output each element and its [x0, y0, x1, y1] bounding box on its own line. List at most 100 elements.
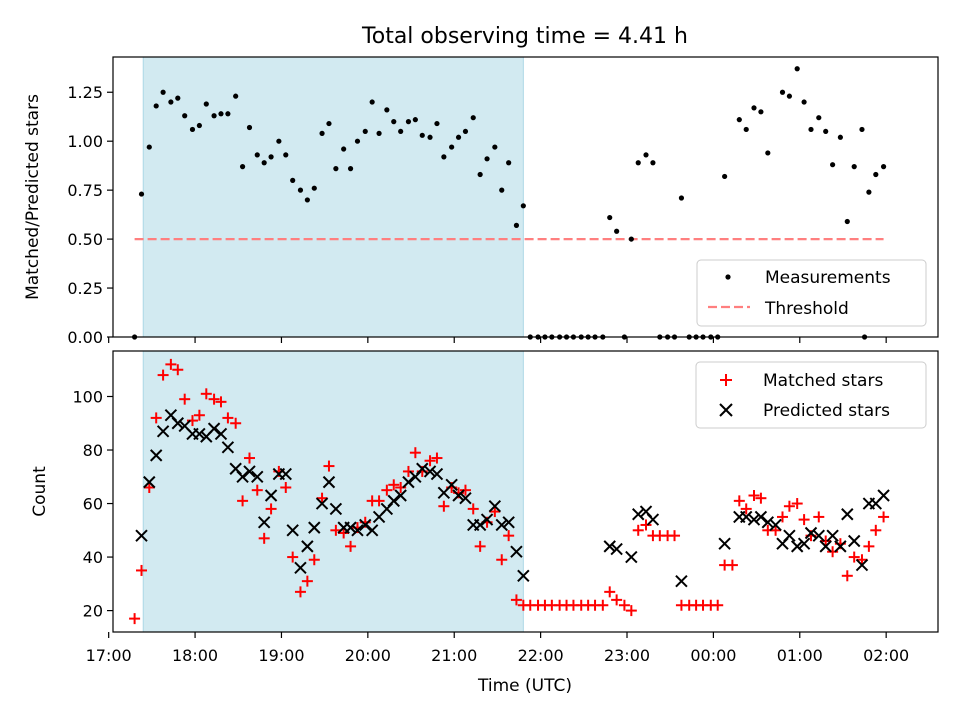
measurement-point	[499, 187, 505, 193]
measurement-point	[492, 144, 498, 150]
ratio-legend: Measurements Threshold	[696, 259, 927, 327]
measurement-point	[182, 113, 188, 119]
measurement-point	[254, 152, 260, 158]
measurement-point	[419, 132, 425, 138]
predicted-stars-point	[416, 462, 429, 475]
measurement-point	[196, 122, 202, 129]
measurement-point	[283, 152, 289, 158]
ratio-ytick-label: 0.50	[67, 230, 103, 249]
count-y-axis-label: Count	[30, 466, 50, 517]
measurement-point	[138, 191, 145, 197]
predicted-stars-point	[329, 502, 343, 516]
predicted-stars-point	[143, 475, 156, 489]
matched-stars-point	[258, 532, 270, 544]
matched-stars-point	[373, 495, 385, 507]
measurement-point	[412, 117, 418, 123]
predicted-stars-point	[790, 540, 804, 553]
measurement-point	[160, 89, 166, 95]
predicted-stars-point	[819, 540, 832, 553]
predicted-stars-point	[445, 478, 458, 492]
matched-stars-point	[280, 481, 292, 493]
matched-stars-point	[467, 503, 479, 515]
matched-stars-point	[669, 530, 681, 542]
predicted-stars-point	[855, 558, 869, 572]
measurement-point	[830, 162, 836, 168]
measurement-point	[218, 111, 224, 117]
matched-stars-point	[251, 484, 263, 496]
predicted-stars-point	[221, 441, 235, 454]
predicted-stars-point	[783, 529, 796, 542]
measurement-point	[851, 164, 857, 170]
matched-stars-point	[841, 570, 853, 582]
measurement-point	[341, 146, 347, 152]
matched-stars-point	[510, 594, 522, 606]
predicted-stars-point	[718, 537, 731, 550]
predicted-stars-point	[149, 449, 163, 462]
predicted-stars-point	[430, 467, 444, 481]
xtick-label: 19:00	[258, 646, 304, 665]
measurement-point	[779, 89, 786, 95]
matched-stars-point	[230, 417, 242, 429]
predicted-stars-point	[625, 550, 638, 564]
matched-stars-point	[640, 519, 652, 531]
predicted-stars-point	[214, 427, 228, 441]
legend-threshold-label: Threshold	[764, 299, 849, 319]
measurement-point	[304, 197, 310, 203]
matched-stars-point	[878, 511, 890, 523]
matched-stars-point	[165, 358, 177, 370]
measurement-point	[246, 124, 253, 131]
measurement-point	[449, 144, 455, 150]
matched-stars-point	[777, 511, 789, 523]
ratio-ytick-label: 1.00	[67, 132, 103, 151]
measurement-point	[376, 130, 382, 136]
matched-stars-point	[770, 524, 782, 536]
x-axis-label: Time (UTC)	[477, 676, 572, 696]
measurement-point	[736, 117, 742, 123]
matched-stars-point	[179, 393, 191, 405]
predicted-stars-point	[315, 497, 329, 510]
predicted-stars-point	[286, 524, 299, 537]
measurement-point	[362, 128, 368, 135]
matched-stars-point	[611, 594, 623, 606]
matched-stars-point	[424, 455, 436, 467]
predicted-stars-point	[675, 574, 688, 588]
matched-stars-point	[618, 599, 630, 611]
matched-stars-point	[143, 481, 155, 493]
measurement-point	[520, 203, 526, 209]
matched-stars-point	[791, 498, 803, 510]
chart-title: Total observing time = 4.41 h	[361, 24, 688, 49]
matched-stars-point	[388, 479, 400, 491]
predicted-stars-point	[517, 569, 530, 583]
matched-stars-point	[496, 554, 508, 566]
predicted-stars-point	[135, 529, 148, 542]
ratio-y-axis-label: Matched/Predicted stars	[23, 94, 43, 300]
measurement-point	[462, 128, 469, 135]
matched-stars-point	[503, 530, 515, 542]
matched-stars-point	[136, 564, 148, 576]
predicted-stars-point	[877, 489, 890, 502]
matched-stars-point	[474, 540, 486, 552]
legend-measurements-marker	[725, 274, 731, 280]
measurement-point	[455, 134, 462, 140]
predicted-stars-point	[359, 518, 372, 532]
measurement-point	[628, 236, 634, 242]
measurement-point	[326, 120, 332, 127]
measurement-point	[319, 130, 325, 136]
matched-stars-point	[740, 503, 752, 515]
matched-stars-point	[409, 447, 421, 459]
measurement-point	[873, 171, 879, 178]
predicted-stars-point	[394, 489, 407, 502]
measurement-point	[643, 152, 649, 158]
count-panel-frame	[112, 350, 939, 633]
predicted-stars-point	[279, 467, 292, 481]
matched-stars-point	[748, 490, 760, 502]
predicted-stars-point	[812, 529, 825, 542]
observing-window-shade	[142, 56, 524, 338]
measurement-point	[794, 66, 800, 72]
predicted-stars-point	[207, 422, 221, 435]
measurement-point	[153, 103, 159, 109]
measurement-point	[513, 222, 520, 228]
matched-stars-point	[129, 613, 141, 625]
matched-stars-point	[345, 540, 357, 552]
